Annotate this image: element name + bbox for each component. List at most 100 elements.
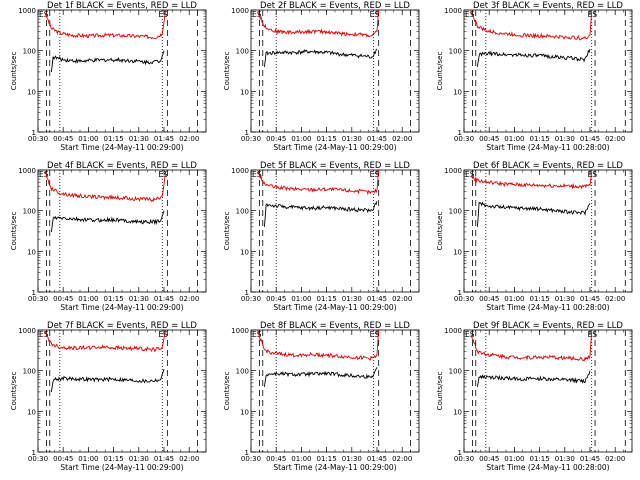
start-marker-label: ES [252,10,262,19]
x-tick-label: 01:30 [342,295,362,303]
y-tick-label: 10 [453,408,462,416]
series-line-events [263,201,378,227]
x-tick-label: 01:00 [78,135,98,143]
end-marker-label: ES [370,170,380,179]
x-tick-label: 01:00 [504,295,524,303]
y-tick-label: 1000 [231,7,249,15]
x-tick-label: 02:00 [605,135,625,143]
x-tick-label: 01:30 [342,455,362,463]
y-tick-label: 100 [23,368,36,376]
series-line-events [50,368,165,392]
x-axis-label: Start Time (24-May-11 00:28:00) [486,143,609,152]
x-tick-label: 01:45 [580,135,600,143]
x-tick-label: 02:00 [605,455,625,463]
y-axis-label: Counts/sec [10,52,18,91]
chart-title: Det 8f BLACK = Events, RED = LLD [260,321,410,331]
y-tick-label: 10 [453,88,462,96]
x-tick-label: 01:00 [291,135,311,143]
chart-title: Det 7f BLACK = Events, RED = LLD [47,321,197,331]
x-axis-label: Start Time (24-May-11 00:29:00) [60,463,183,472]
y-axis-label: Counts/sec [436,212,444,251]
y-axis-label: Counts/sec [223,212,231,251]
y-tick-label: 1000 [18,167,36,175]
y-tick-label: 10 [240,248,249,256]
chart-panel-2: Det 2f BLACK = Events, RED = LLD 1 10 100 10… [223,1,420,152]
x-tick-label: 01:00 [78,295,98,303]
x-tick-label: 01:45 [154,295,174,303]
y-tick-label: 1 [458,129,462,137]
x-tick-label: 01:45 [580,295,600,303]
x-tick-label: 00:30 [28,135,48,143]
y-tick-label: 1000 [444,327,462,335]
x-axis-label: Start Time (24-May-11 00:29:00) [60,303,183,312]
chart-panel-5: Det 5f BLACK = Events, RED = LLD 1 10 100 10… [223,161,420,312]
y-tick-label: 100 [449,208,462,216]
y-tick-label: 10 [240,408,249,416]
y-tick-label: 1000 [231,167,249,175]
end-marker-label: ES [158,170,168,179]
x-tick-label: 01:45 [367,295,387,303]
start-marker-label: ES [39,330,49,339]
series-line-events [476,370,591,387]
series-line-events [50,210,165,232]
x-tick-label: 00:45 [479,295,499,303]
y-tick-label: 1000 [18,7,36,15]
chart-title: Det 9f BLACK = Events, RED = LLD [473,321,623,331]
start-marker-label: ES [252,170,262,179]
y-tick-label: 1000 [18,327,36,335]
x-tick-label: 01:15 [104,135,124,143]
series-line-lld [257,9,380,38]
y-axis-label: Counts/sec [10,372,18,411]
x-tick-label: 01:45 [580,455,600,463]
chart-panel-6: Det 6f BLACK = Events, RED = LLD 1 10 100 10… [436,161,633,312]
x-tick-label: 00:30 [28,455,48,463]
y-tick-label: 1 [32,129,36,137]
chart-panel-7: Det 7f BLACK = Events, RED = LLD 1 10 100 10… [10,321,207,472]
chart-panel-4: Det 4f BLACK = Events, RED = LLD 1 10 100 10… [10,161,207,312]
x-axis-label: Start Time (24-May-11 00:28:00) [486,303,609,312]
series-line-events [476,201,591,227]
y-axis-label: Counts/sec [436,52,444,91]
y-tick-label: 10 [453,248,462,256]
y-tick-label: 100 [236,368,249,376]
x-axis-label: Start Time (24-May-11 00:28:00) [486,463,609,472]
x-axis-label: Start Time (24-May-11 00:29:00) [273,463,396,472]
x-tick-label: 01:30 [342,135,362,143]
x-tick-label: 01:30 [555,135,575,143]
series-line-events [263,48,378,67]
chart-title: Det 3f BLACK = Events, RED = LLD [473,1,623,11]
y-tick-label: 100 [449,48,462,56]
series-line-lld [470,171,593,190]
series-line-events [476,48,591,67]
y-tick-label: 10 [27,248,36,256]
x-tick-label: 01:15 [317,455,337,463]
start-marker-label: ES [252,330,262,339]
end-marker-label: ES [588,330,598,339]
x-tick-label: 01:30 [129,295,149,303]
x-tick-label: 01:15 [530,135,550,143]
y-axis-label: Counts/sec [223,372,231,411]
y-tick-label: 10 [27,408,36,416]
series-line-lld [257,169,380,196]
x-tick-label: 00:45 [266,295,286,303]
x-tick-label: 02:00 [392,295,412,303]
x-tick-label: 00:30 [454,135,474,143]
x-tick-label: 01:15 [317,295,337,303]
y-axis-label: Counts/sec [10,212,18,251]
chart-panel-1: Det 1f BLACK = Events, RED = LLD 1 10 100 10… [10,1,207,152]
y-tick-label: 100 [236,48,249,56]
series-line-events [50,50,165,72]
x-tick-label: 01:00 [504,455,524,463]
y-tick-label: 10 [240,88,249,96]
x-tick-label: 02:00 [392,455,412,463]
x-tick-label: 01:00 [291,295,311,303]
series-line-lld [470,9,593,41]
x-tick-label: 01:45 [154,135,174,143]
y-axis-label: Counts/sec [436,372,444,411]
chart-title: Det 1f BLACK = Events, RED = LLD [47,1,197,11]
x-tick-label: 02:00 [179,455,199,463]
x-tick-label: 01:30 [555,295,575,303]
y-tick-label: 1 [245,449,249,457]
x-tick-label: 00:45 [479,135,499,143]
